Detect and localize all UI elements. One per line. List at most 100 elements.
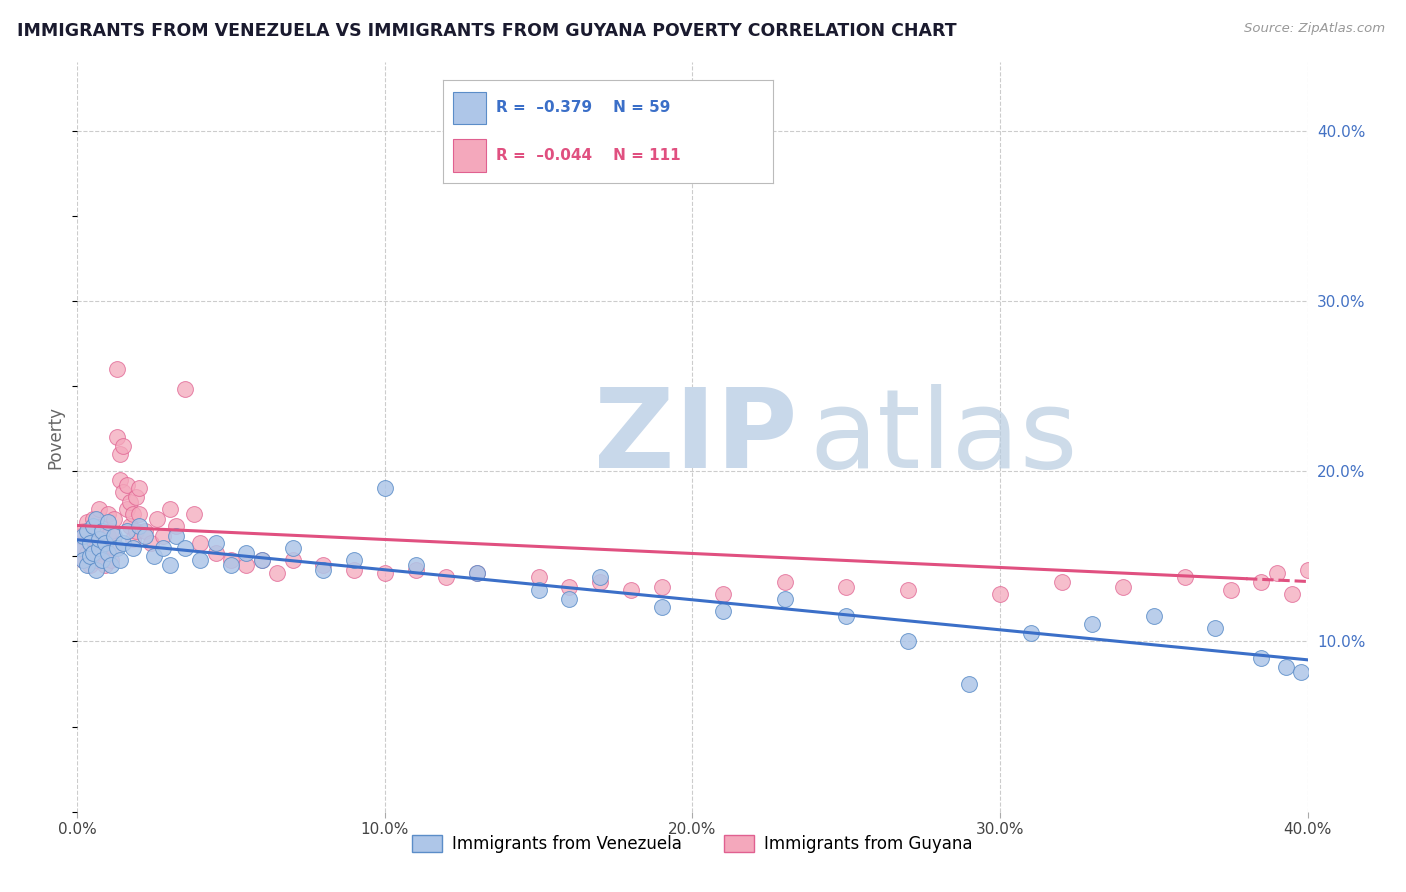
Point <box>152 541 174 555</box>
Y-axis label: Poverty: Poverty <box>46 406 65 468</box>
Point <box>711 604 734 618</box>
Point <box>143 549 166 564</box>
Point <box>112 484 135 499</box>
Point <box>97 529 120 543</box>
Point <box>219 552 242 566</box>
Point <box>87 524 110 538</box>
Point <box>84 512 107 526</box>
Point <box>281 552 304 566</box>
Point <box>146 512 169 526</box>
Point <box>118 495 141 509</box>
Point <box>1250 651 1272 665</box>
Point <box>125 524 148 538</box>
Point <box>97 546 120 560</box>
Point <box>90 552 114 566</box>
Point <box>94 535 117 549</box>
Point <box>103 512 125 526</box>
Point <box>134 524 156 538</box>
Point <box>82 546 104 560</box>
Point <box>112 535 135 549</box>
Point <box>87 501 110 516</box>
Point <box>266 566 288 581</box>
Point <box>110 552 132 566</box>
Bar <box>453 139 486 171</box>
Point <box>558 591 581 606</box>
Point <box>90 524 114 538</box>
Point <box>76 515 98 529</box>
Point <box>121 507 143 521</box>
Point <box>651 600 673 615</box>
Point <box>100 558 122 572</box>
Point <box>97 515 120 529</box>
Point <box>94 558 117 572</box>
Point <box>94 535 117 549</box>
Point <box>1143 608 1166 623</box>
Point <box>165 518 187 533</box>
Point <box>121 541 143 555</box>
Point <box>90 518 114 533</box>
Point <box>141 535 163 549</box>
Point <box>121 533 143 547</box>
Point <box>79 535 101 549</box>
Point <box>897 583 920 598</box>
Point <box>82 533 104 547</box>
Point <box>374 481 396 495</box>
Point <box>527 583 550 598</box>
Text: Source: ZipAtlas.com: Source: ZipAtlas.com <box>1244 22 1385 36</box>
Point <box>281 541 304 555</box>
Point <box>76 546 98 560</box>
Point <box>436 570 458 584</box>
Point <box>1312 574 1334 589</box>
Point <box>1219 583 1241 598</box>
Point <box>76 524 98 538</box>
Point <box>405 558 427 572</box>
Point <box>1019 626 1042 640</box>
Legend: Immigrants from Venezuela, Immigrants from Guyana: Immigrants from Venezuela, Immigrants fr… <box>406 828 979 860</box>
Point <box>82 518 104 533</box>
Point <box>589 574 612 589</box>
Point <box>465 566 488 581</box>
Point <box>1275 660 1298 674</box>
Point <box>1395 580 1406 594</box>
Point <box>1081 617 1104 632</box>
Point <box>110 473 132 487</box>
Point <box>312 558 335 572</box>
Point <box>79 549 101 564</box>
Point <box>1296 563 1319 577</box>
Text: atlas: atlas <box>810 384 1078 491</box>
Point <box>72 552 94 566</box>
Point <box>897 634 920 648</box>
Point <box>152 529 174 543</box>
Point <box>235 546 257 560</box>
Point <box>100 524 122 538</box>
Point <box>773 574 796 589</box>
Point <box>405 563 427 577</box>
Point <box>105 541 128 555</box>
Point <box>1389 566 1406 581</box>
Point <box>165 529 187 543</box>
Point <box>1250 574 1272 589</box>
Point <box>112 439 135 453</box>
Point <box>115 524 138 538</box>
Text: R =  –0.379    N = 59: R = –0.379 N = 59 <box>496 101 671 115</box>
Text: R =  –0.044    N = 111: R = –0.044 N = 111 <box>496 148 681 162</box>
Point <box>835 580 858 594</box>
Point <box>1174 570 1197 584</box>
Point <box>84 541 107 555</box>
Point <box>1358 570 1381 584</box>
Point <box>1265 566 1288 581</box>
Point <box>72 529 94 543</box>
Point <box>128 481 150 495</box>
Point <box>204 546 226 560</box>
Point <box>128 507 150 521</box>
Point <box>84 563 107 577</box>
Point <box>651 580 673 594</box>
Point <box>79 535 101 549</box>
Point <box>343 552 366 566</box>
Point <box>1374 583 1396 598</box>
Point <box>558 580 581 594</box>
Point <box>219 558 242 572</box>
Point <box>103 541 125 555</box>
Point <box>105 430 128 444</box>
Point <box>1291 665 1313 679</box>
